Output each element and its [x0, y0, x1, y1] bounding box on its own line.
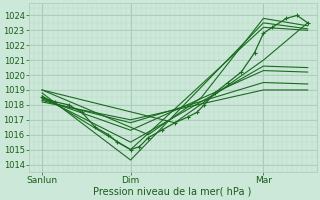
X-axis label: Pression niveau de la mer( hPa ): Pression niveau de la mer( hPa ): [93, 187, 252, 197]
